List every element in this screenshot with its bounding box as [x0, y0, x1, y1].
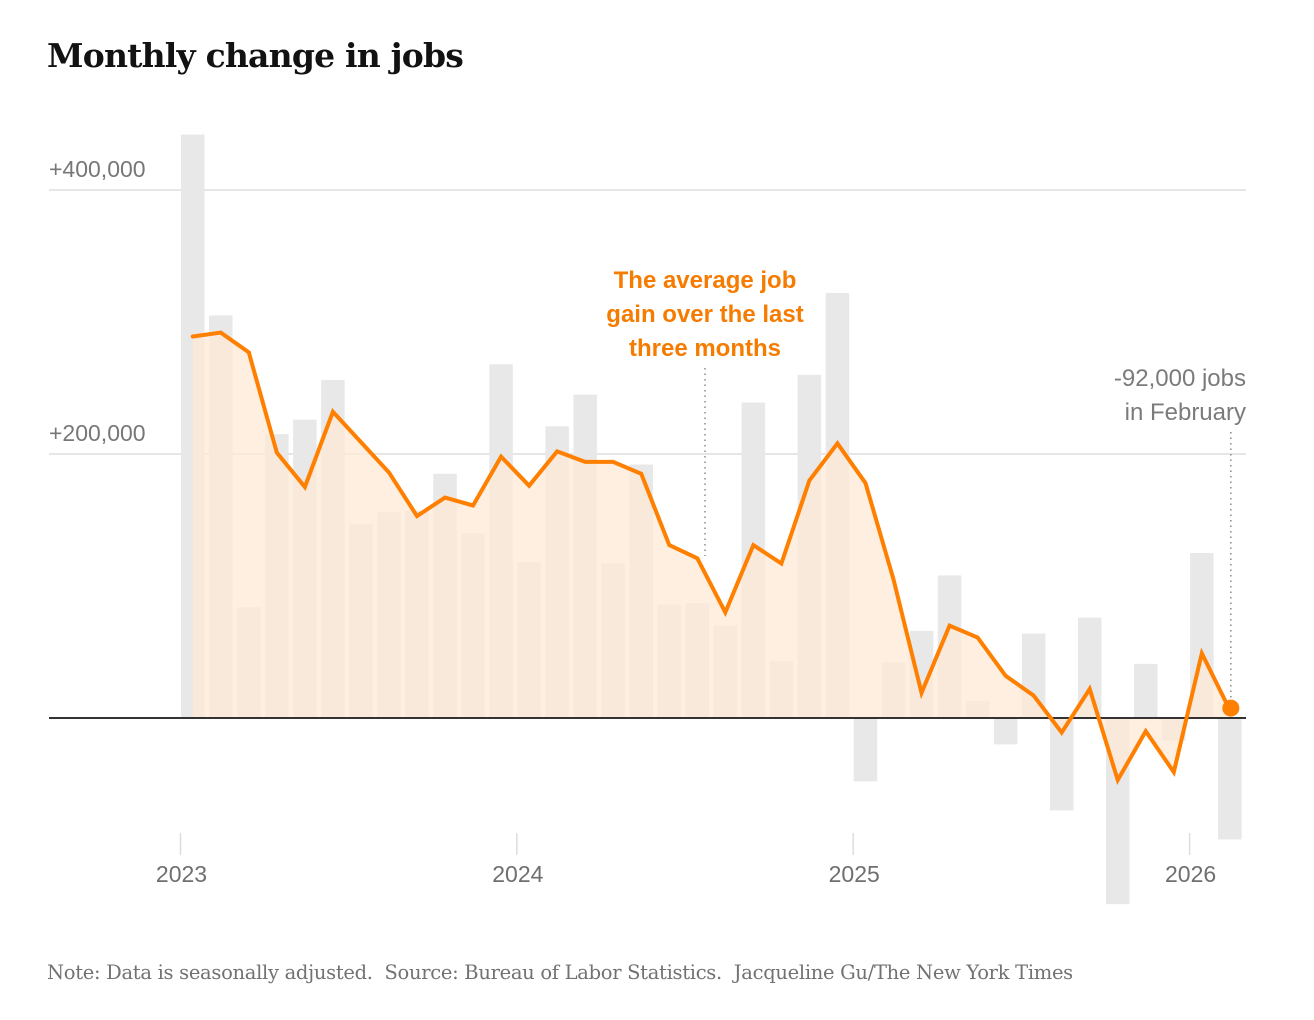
- annotation-february-text: in February: [1125, 399, 1246, 426]
- average-line: [190, 330, 1240, 786]
- x-tick-label: 2026: [1165, 861, 1216, 887]
- average-area: [192, 332, 1230, 781]
- annotations: The average job gain over the last three m…: [606, 267, 1246, 698]
- bar: [1077, 617, 1102, 718]
- x-tick-label: 2023: [156, 861, 207, 887]
- y-axis-labels: +200,000 +400,000: [49, 156, 146, 446]
- y-tick-label: +200,000: [49, 420, 146, 446]
- bar: [993, 718, 1018, 745]
- chart-title: Monthly change in jobs: [47, 36, 464, 75]
- footer-note: Note: Data is seasonally adjusted.: [47, 961, 373, 984]
- bar: [1134, 663, 1158, 718]
- bar: [1218, 718, 1242, 840]
- x-axis-labels: 2023 2024 2025 2026: [156, 833, 1216, 887]
- x-tick-label: 2024: [492, 861, 543, 887]
- annotation-average-text: three months: [629, 335, 781, 362]
- average-line-path: [190, 330, 1232, 786]
- average-area-fill: [192, 332, 1230, 781]
- x-tick-label: 2025: [829, 861, 880, 887]
- footer-source: Source: Bureau of Labor Statistics.: [384, 961, 723, 984]
- annotation-average-text: The average job: [614, 267, 797, 294]
- chart-footer: Note: Data is seasonally adjusted. Sourc…: [47, 956, 1227, 989]
- annotation-average-text: gain over the last: [606, 301, 803, 328]
- footer-credit: Jacqueline Gu/The New York Times: [733, 961, 1073, 984]
- jobs-chart: +200,000 +400,000 2023 2024 2025 2026 The av…: [49, 134, 1246, 905]
- bar: [853, 718, 878, 782]
- bar: [1049, 718, 1074, 811]
- annotation-february-text: -92,000 jobs: [1114, 365, 1246, 392]
- latest-average-dot: [1222, 699, 1240, 717]
- y-tick-label: +400,000: [49, 156, 146, 182]
